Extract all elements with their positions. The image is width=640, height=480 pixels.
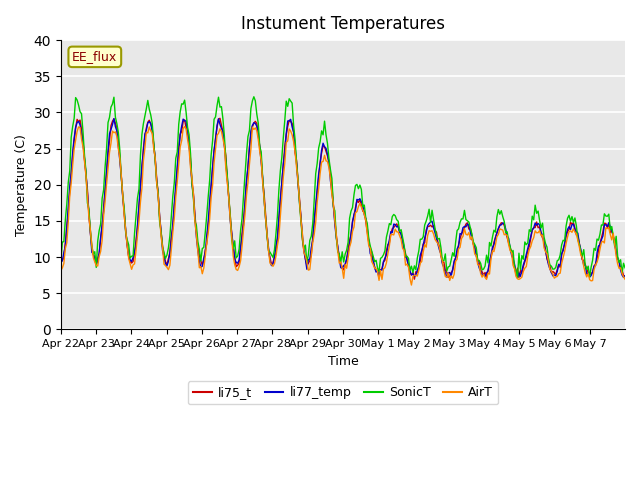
li77_temp — [620, 275, 627, 280]
Line: SonicT: SonicT — [61, 97, 625, 278]
li75_t — [57, 259, 65, 264]
Line: AirT: AirT — [61, 127, 625, 285]
AirT — [57, 267, 65, 273]
Title: Instument Temperatures: Instument Temperatures — [241, 15, 445, 33]
li75_t — [94, 255, 102, 261]
Line: li77_temp: li77_temp — [61, 119, 625, 277]
li77_temp — [110, 116, 118, 121]
SonicT — [76, 109, 84, 115]
SonicT — [461, 207, 468, 213]
li75_t — [620, 273, 627, 278]
SonicT — [620, 260, 627, 266]
Line: li75_t: li75_t — [61, 118, 625, 279]
AirT — [180, 124, 188, 130]
li75_t — [216, 115, 224, 121]
AirT — [546, 266, 554, 272]
li75_t — [621, 273, 629, 279]
Legend: li75_t, li77_temp, SonicT, AirT: li75_t, li77_temp, SonicT, AirT — [188, 381, 498, 404]
li77_temp — [621, 273, 629, 279]
li77_temp — [514, 275, 522, 280]
X-axis label: Time: Time — [328, 355, 358, 368]
li75_t — [349, 218, 356, 224]
Text: EE_flux: EE_flux — [72, 50, 117, 63]
li77_temp — [349, 219, 356, 225]
SonicT — [94, 238, 102, 244]
li75_t — [462, 221, 470, 227]
AirT — [349, 228, 356, 234]
AirT — [621, 276, 629, 282]
SonicT — [621, 265, 629, 271]
SonicT — [349, 204, 356, 210]
Y-axis label: Temperature (C): Temperature (C) — [15, 134, 28, 236]
li77_temp — [546, 266, 554, 272]
AirT — [620, 274, 627, 279]
AirT — [462, 231, 470, 237]
SonicT — [546, 262, 554, 268]
SonicT — [514, 276, 522, 281]
AirT — [76, 125, 84, 131]
AirT — [408, 282, 415, 288]
li75_t — [410, 276, 418, 282]
li75_t — [546, 263, 554, 268]
li77_temp — [461, 224, 468, 229]
SonicT — [250, 94, 258, 100]
SonicT — [57, 258, 65, 264]
li77_temp — [76, 122, 84, 128]
AirT — [94, 263, 102, 269]
li77_temp — [94, 258, 102, 264]
li75_t — [76, 117, 84, 123]
li77_temp — [57, 260, 65, 265]
